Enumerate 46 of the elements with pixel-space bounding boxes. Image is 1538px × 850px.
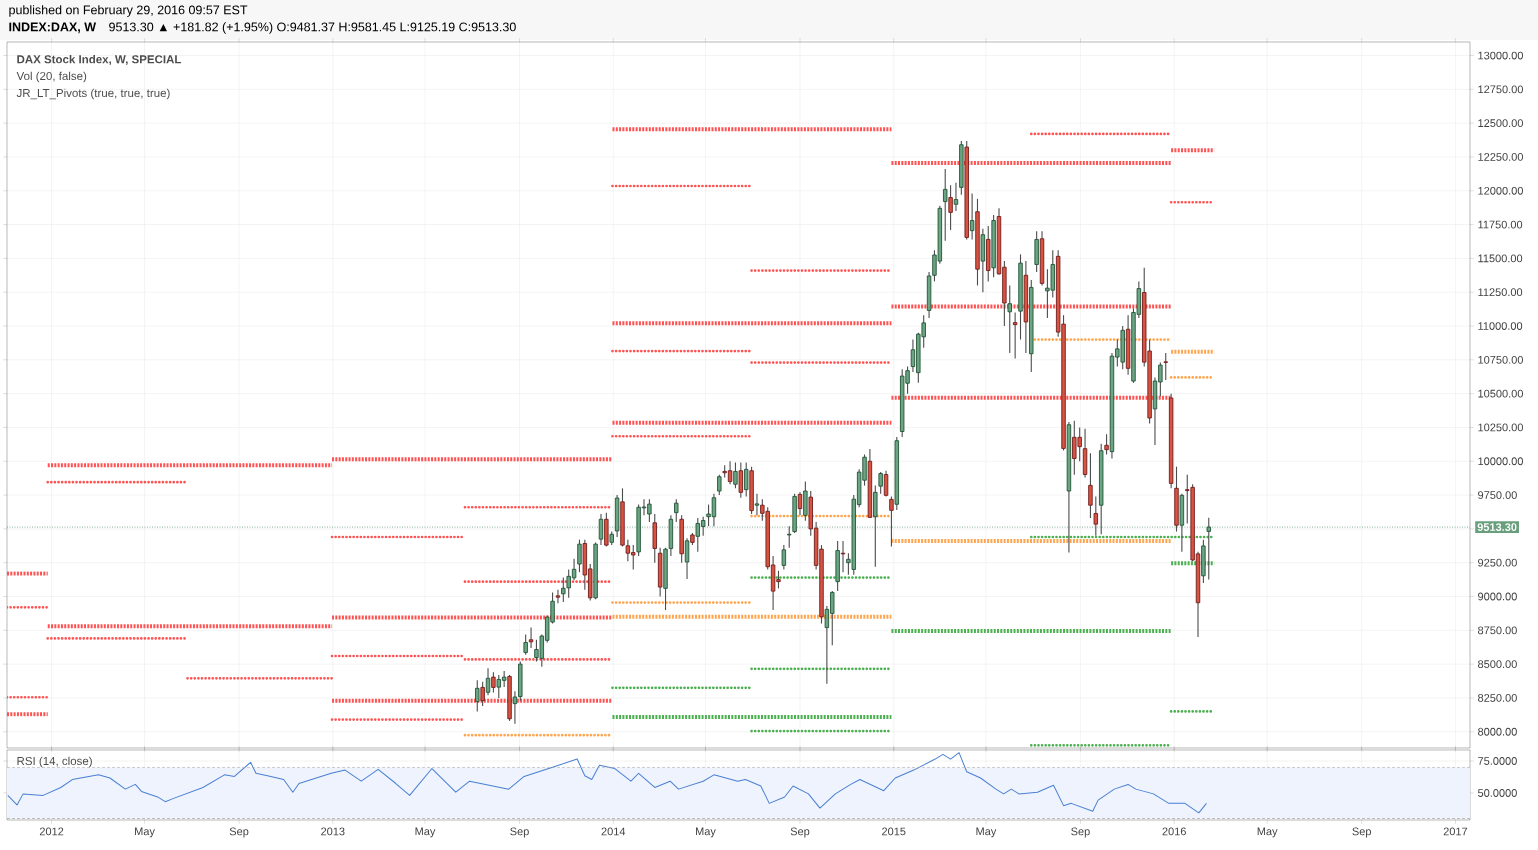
text: published on February 29, 2016 09:57 EST [9,5,248,17]
x-tick-label: 2014 [601,827,626,836]
y-tick-label: 10250.00 [1478,423,1523,432]
x-tick-label: May [415,827,436,838]
annotation: DAX Stock Index, W, SPECIAL [17,54,182,66]
y-tick-label: 13000.00 [1478,51,1523,60]
y-tick-label: 12500.00 [1478,119,1523,128]
x-tick-label: May [695,827,716,838]
y-tick-label: 75.0000 [1478,757,1517,765]
y-tick-label: 8250.00 [1478,694,1517,702]
y-tick-label: 12000.00 [1478,186,1523,195]
y-tick-label: 9250.00 [1478,558,1517,567]
x-tick-label: Sep [1071,827,1090,838]
y-tick-label: 10000.00 [1478,457,1523,466]
y-tick-label: 8750.00 [1478,626,1517,635]
x-tick-label: May [1257,827,1278,838]
x-tick-label: 2015 [882,827,906,836]
y-tick-label: 8000.00 [1478,727,1517,736]
x-tick-label: 2012 [39,827,64,836]
text: RSI (14, close) [17,756,92,768]
y-tick-label: 12250.00 [1478,153,1523,161]
y-tick-label: 11000.00 [1478,322,1523,330]
annotation: JR_LT_Pivots (true, true, true) [16,88,170,100]
x-tick-label: Sep [790,827,810,838]
y-tick-label: 8500.00 [1478,660,1517,669]
y-tick-label: 11250.00 [1478,288,1523,297]
x-tick-label: 2016 [1162,827,1186,836]
chart-subtitle: 9513.30 ▲ +181.82 (+1.95%) O:9481.37 H:9581.45 L:9125.19 C:9513.30 [109,22,516,34]
ref-line-label: 9513.30 [1477,523,1517,531]
x-tick-label: May [135,827,155,838]
y-tick-label: 11750.00 [1478,220,1523,229]
x-tick-label: 2017 [1443,827,1468,836]
x-tick-label: 2013 [321,827,345,836]
annotation: Vol (20, false) [16,71,87,83]
x-tick-label: May [976,827,997,838]
y-tick-label: 12750.00 [1478,85,1523,94]
x-tick-label: Sep [1352,827,1371,838]
x-tick-label: Sep [510,827,529,838]
x-tick-label: Sep [229,827,249,838]
y-tick-label: 10500.00 [1478,389,1523,398]
chart-title: INDEX:DAX, W [9,22,97,34]
y-tick-label: 11500.00 [1478,254,1523,263]
y-tick-label: 10750.00 [1478,355,1523,364]
y-tick-label: 50.0000 [1477,789,1517,797]
y-tick-label: 9750.00 [1478,491,1517,499]
y-tick-label: 9000.00 [1478,592,1517,601]
